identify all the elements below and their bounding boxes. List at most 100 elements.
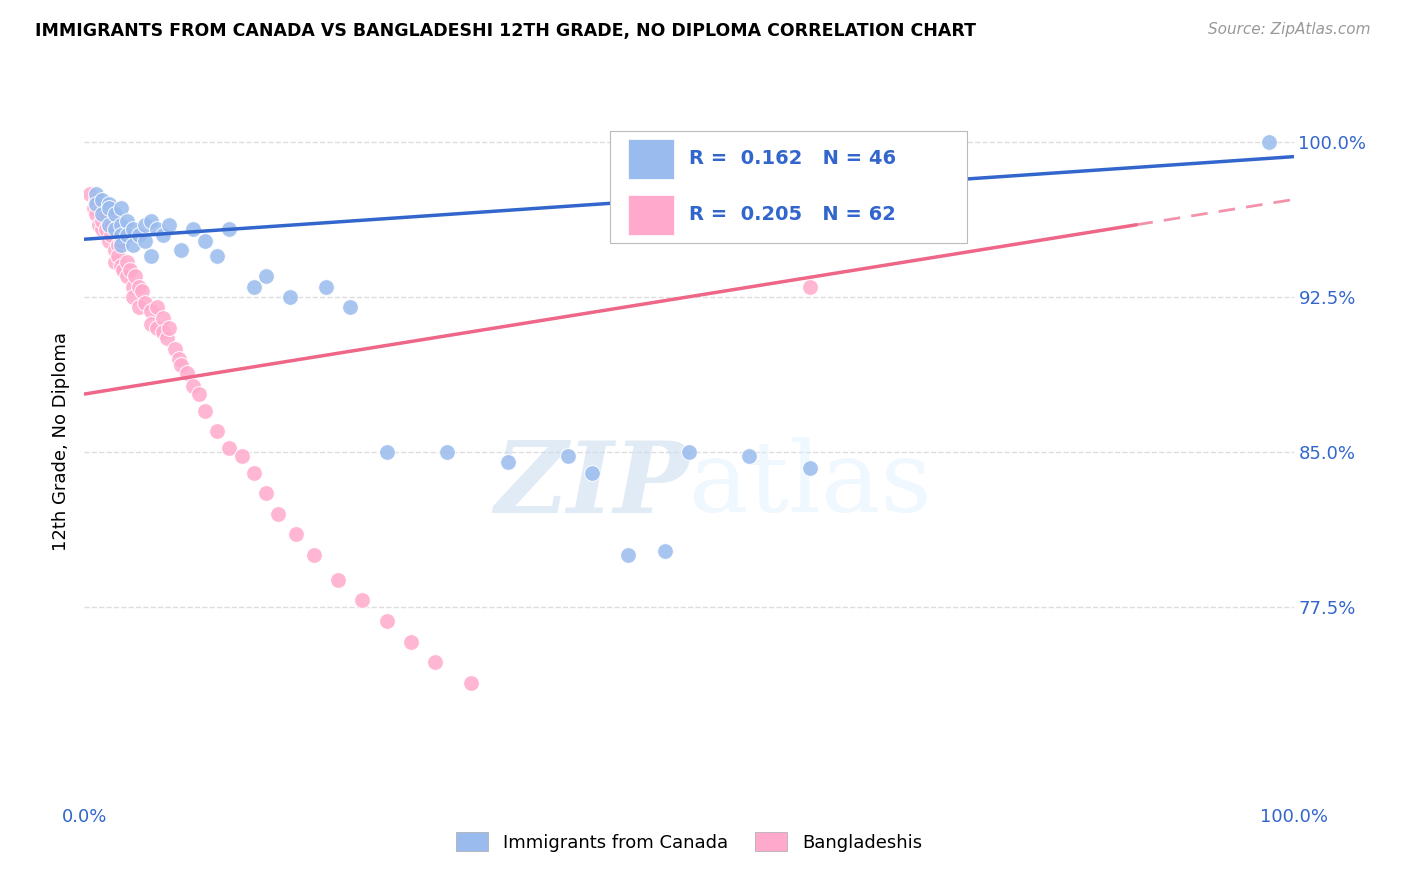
- Point: [302, 548, 325, 562]
- Point: [146, 321, 169, 335]
- Point: [157, 321, 180, 335]
- Point: [91, 213, 114, 227]
- Point: [121, 290, 143, 304]
- Text: R =  0.205   N = 62: R = 0.205 N = 62: [689, 205, 896, 225]
- Point: [115, 228, 138, 243]
- Point: [134, 235, 156, 249]
- FancyBboxPatch shape: [628, 139, 675, 178]
- Point: [104, 222, 127, 236]
- Point: [134, 296, 156, 310]
- Point: [284, 527, 308, 541]
- Point: [188, 387, 211, 401]
- Point: [654, 544, 676, 558]
- Point: [181, 222, 204, 236]
- Point: [104, 255, 127, 269]
- Text: ZIP: ZIP: [494, 437, 689, 533]
- Point: [242, 279, 264, 293]
- Point: [557, 449, 579, 463]
- Point: [799, 279, 821, 293]
- Point: [139, 317, 162, 331]
- Point: [91, 222, 114, 236]
- Point: [170, 243, 193, 257]
- Point: [97, 235, 120, 249]
- Point: [110, 201, 132, 215]
- Legend: Immigrants from Canada, Bangladeshis: Immigrants from Canada, Bangladeshis: [449, 825, 929, 859]
- Point: [100, 213, 122, 227]
- Point: [128, 279, 150, 293]
- Point: [115, 269, 138, 284]
- Point: [152, 310, 174, 325]
- Point: [254, 486, 277, 500]
- Text: R =  0.162   N = 46: R = 0.162 N = 46: [689, 149, 896, 169]
- Point: [315, 279, 337, 293]
- Point: [110, 238, 132, 252]
- Point: [738, 449, 761, 463]
- Point: [91, 193, 114, 207]
- Point: [167, 351, 190, 366]
- Point: [152, 325, 174, 339]
- Point: [139, 304, 162, 318]
- Point: [97, 197, 120, 211]
- Point: [436, 445, 458, 459]
- Point: [120, 263, 142, 277]
- Point: [86, 186, 108, 201]
- Point: [91, 207, 114, 221]
- Point: [134, 218, 156, 232]
- Point: [267, 507, 290, 521]
- Point: [242, 466, 264, 480]
- Point: [181, 379, 204, 393]
- Point: [146, 301, 169, 315]
- Point: [207, 249, 229, 263]
- Point: [100, 228, 122, 243]
- Point: [799, 461, 821, 475]
- Point: [86, 207, 108, 221]
- Point: [79, 186, 101, 201]
- Point: [94, 207, 117, 221]
- Point: [121, 279, 143, 293]
- Point: [110, 218, 132, 232]
- Point: [155, 331, 177, 345]
- Point: [110, 228, 132, 243]
- Point: [121, 238, 143, 252]
- Point: [194, 403, 217, 417]
- Point: [104, 243, 127, 257]
- Point: [83, 201, 105, 215]
- Point: [97, 218, 120, 232]
- Point: [278, 290, 301, 304]
- Point: [124, 269, 146, 284]
- Text: Source: ZipAtlas.com: Source: ZipAtlas.com: [1208, 22, 1371, 37]
- Point: [139, 213, 162, 227]
- Point: [254, 269, 277, 284]
- Point: [121, 222, 143, 236]
- Point: [86, 193, 108, 207]
- Point: [139, 249, 162, 263]
- Point: [423, 656, 446, 670]
- Point: [496, 455, 519, 469]
- Point: [207, 424, 229, 438]
- Point: [399, 634, 422, 648]
- Point: [218, 441, 240, 455]
- Point: [170, 358, 193, 372]
- Point: [176, 367, 198, 381]
- Point: [581, 466, 603, 480]
- Point: [90, 201, 112, 215]
- Point: [152, 228, 174, 243]
- Point: [97, 218, 120, 232]
- Point: [107, 238, 129, 252]
- Point: [112, 263, 135, 277]
- Point: [94, 222, 117, 236]
- Point: [110, 235, 132, 249]
- Point: [218, 222, 240, 236]
- Y-axis label: 12th Grade, No Diploma: 12th Grade, No Diploma: [52, 332, 70, 551]
- Point: [87, 218, 110, 232]
- Point: [231, 449, 253, 463]
- Point: [375, 614, 398, 628]
- Point: [146, 222, 169, 236]
- Point: [157, 218, 180, 232]
- Point: [128, 228, 150, 243]
- Point: [128, 301, 150, 315]
- Point: [97, 201, 120, 215]
- Point: [115, 213, 138, 227]
- Point: [460, 676, 482, 690]
- Point: [328, 573, 350, 587]
